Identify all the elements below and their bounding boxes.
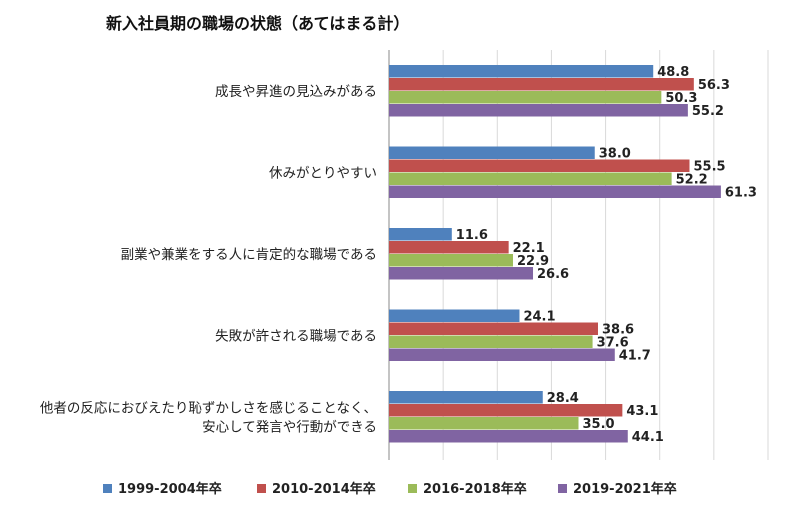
data-label: 48.8 bbox=[657, 65, 689, 80]
value-labels: 48.8 56.350.355.2 38.0 55.552.2 61.3 11.6 22.1… bbox=[456, 65, 757, 445]
bar bbox=[389, 309, 520, 322]
data-label: 37.6 bbox=[597, 336, 629, 351]
legend-swatch bbox=[103, 484, 112, 493]
data-label: 41.7 bbox=[619, 349, 651, 364]
data-label: 26.6 bbox=[537, 267, 569, 282]
bar bbox=[389, 78, 694, 91]
bar bbox=[389, 104, 688, 117]
data-label: 43.1 bbox=[626, 404, 658, 419]
bar bbox=[389, 335, 593, 348]
data-label: 28.4 bbox=[547, 391, 579, 406]
legend: 1999-2004年卒 2010-2014年卒 2016-2018年卒 2019-20… bbox=[103, 481, 677, 497]
category-label: 成長や昇進の見込みがある bbox=[215, 84, 377, 100]
bars bbox=[389, 65, 721, 443]
data-label: 38.6 bbox=[602, 323, 634, 338]
bar bbox=[389, 228, 452, 241]
bar bbox=[389, 91, 662, 104]
data-label: 52.2 bbox=[676, 173, 708, 188]
data-label: 56.3 bbox=[698, 78, 730, 93]
bar bbox=[389, 172, 672, 185]
data-label: 55.5 bbox=[693, 160, 725, 175]
data-label: 61.3 bbox=[725, 186, 757, 201]
bar bbox=[389, 254, 513, 267]
legend-label: 1999-2004年卒 bbox=[118, 481, 222, 497]
bar bbox=[389, 404, 623, 417]
bar bbox=[389, 417, 579, 430]
category-label: 休みがとりやすい bbox=[269, 166, 377, 182]
bar bbox=[389, 159, 690, 172]
bar bbox=[389, 348, 615, 361]
data-label: 22.1 bbox=[513, 241, 545, 256]
bar bbox=[389, 391, 543, 404]
data-label: 44.1 bbox=[632, 430, 664, 445]
bar bbox=[389, 241, 509, 254]
data-label: 50.3 bbox=[665, 91, 697, 106]
data-label: 35.0 bbox=[583, 417, 615, 432]
legend-label: 2010-2014年卒 bbox=[272, 481, 376, 497]
data-label: 55.2 bbox=[692, 104, 724, 119]
legend-swatch bbox=[257, 484, 266, 493]
bar bbox=[389, 65, 654, 78]
bar bbox=[389, 146, 595, 159]
legend-label: 2016-2018年卒 bbox=[423, 481, 527, 497]
data-label: 24.1 bbox=[523, 310, 555, 325]
data-label: 11.6 bbox=[456, 228, 488, 243]
legend-label: 2019-2021年卒 bbox=[573, 481, 677, 497]
legend-swatch bbox=[408, 484, 417, 493]
bar bbox=[389, 185, 721, 198]
data-label: 22.9 bbox=[517, 254, 549, 269]
bar bbox=[389, 322, 598, 335]
category-label: 安心して発言や行動ができる bbox=[202, 420, 377, 436]
category-label: 失敗が許される職場である bbox=[215, 329, 377, 345]
category-label: 他者の反応におびえたり恥ずかしさを感じることなく、 bbox=[40, 400, 377, 417]
bar bbox=[389, 267, 534, 280]
chart-title: 新入社員期の職場の状態（あてはまる計） bbox=[106, 14, 409, 33]
data-label: 38.0 bbox=[599, 147, 631, 162]
category-label: 副業や兼業をする人に肯定的な職場である bbox=[121, 247, 377, 263]
legend-swatch bbox=[558, 484, 567, 493]
bar bbox=[389, 430, 628, 443]
category-labels: 成長や昇進の見込みがある休みがとりやすい副業や兼業をする人に肯定的な職場である失… bbox=[40, 84, 377, 436]
